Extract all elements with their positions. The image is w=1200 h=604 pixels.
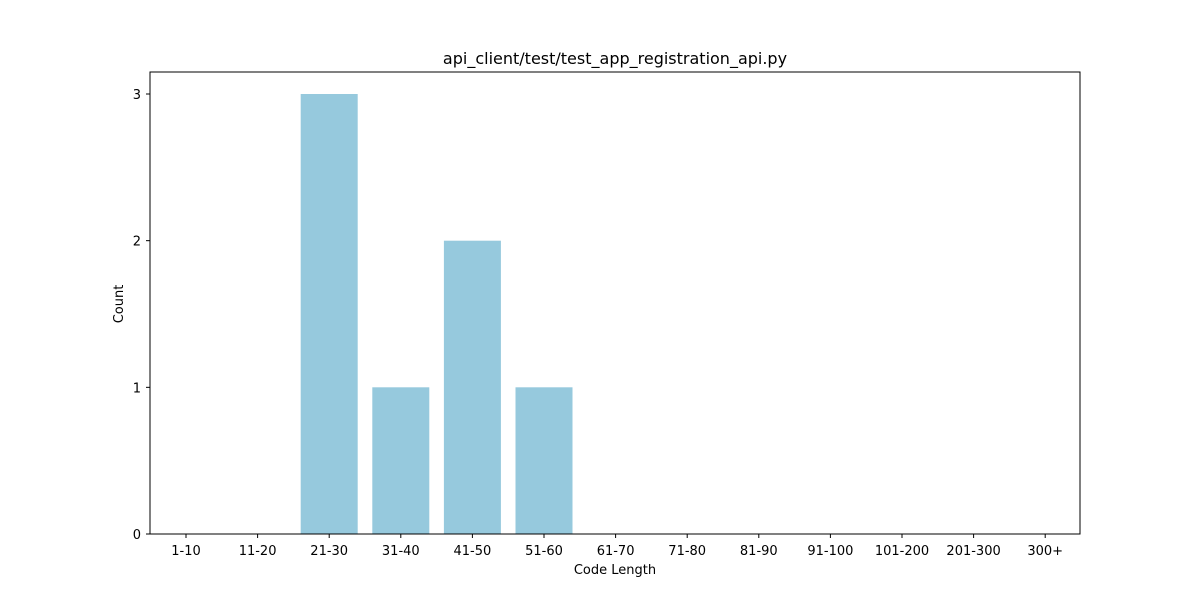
plot-frame (149, 71, 1081, 535)
x-tick-label: 201-300 (946, 544, 1000, 559)
bar-41-50 (443, 240, 501, 534)
y-tick-label: 0 (133, 528, 141, 543)
x-tick-label: 11-20 (239, 544, 277, 559)
x-axis-label: Code Length (574, 563, 656, 578)
y-axis-label: Count (112, 285, 127, 324)
bar-31-40 (372, 387, 430, 534)
x-tick-label: 71-80 (668, 544, 706, 559)
bars-layer (300, 94, 573, 534)
x-tick-label: 31-40 (382, 544, 420, 559)
x-tick-label: 300+ (1027, 544, 1063, 559)
bar-51-60 (515, 387, 573, 534)
chart-title: api_client/test/test_app_registration_ap… (443, 49, 787, 69)
y-tick-label: 1 (133, 381, 141, 396)
x-tick-label: 1-10 (171, 544, 201, 559)
y-tick-label: 3 (133, 88, 141, 103)
x-tick-label: 41-50 (454, 544, 492, 559)
y-tick-label: 2 (133, 235, 141, 250)
x-tick-label: 101-200 (875, 544, 929, 559)
x-tick-label: 51-60 (525, 544, 563, 559)
x-axis-ticks: 1-10 11-20 21-30 31-40 41-50 51-60 61-70 71-80 8… (171, 534, 1063, 559)
x-tick-label: 81-90 (740, 544, 778, 559)
x-tick-label: 21-30 (310, 544, 348, 559)
x-tick-label: 91-100 (807, 544, 853, 559)
x-tick-label: 61-70 (597, 544, 635, 559)
y-axis-ticks: 0 1 2 3 (133, 88, 150, 543)
bar-21-30 (300, 94, 358, 534)
